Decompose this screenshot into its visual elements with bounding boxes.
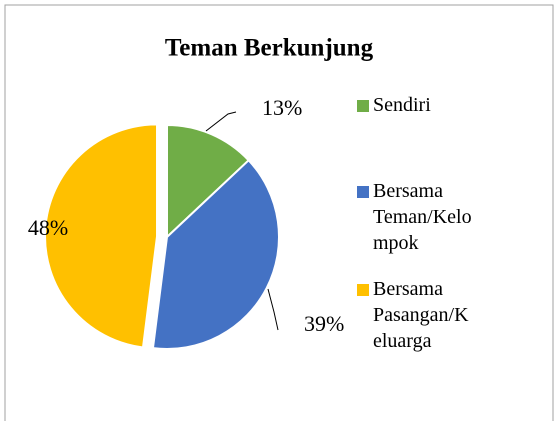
pie-slice bbox=[44, 123, 159, 349]
legend-label: Bersama Teman/Kelo mpok bbox=[373, 180, 472, 254]
legend-label: Bersama Pasangan/K eluarga bbox=[373, 278, 469, 352]
data-label: 48% bbox=[28, 215, 68, 240]
legend-swatch bbox=[357, 186, 369, 198]
pie-slice bbox=[166, 123, 251, 240]
data-label: 13% bbox=[262, 95, 302, 120]
chart-title: Teman Berkunjung bbox=[165, 35, 374, 62]
legend-label-line: Sendiri bbox=[373, 94, 431, 116]
data-label: 39% bbox=[304, 311, 344, 336]
chart-border bbox=[4, 4, 554, 421]
legend-label-line: Teman/Kelo bbox=[373, 206, 472, 228]
legend-swatch bbox=[357, 100, 369, 112]
legend-label-line: Pasangan/K bbox=[373, 304, 469, 326]
legend-label-line: Bersama bbox=[373, 180, 443, 202]
leader-line bbox=[205, 111, 237, 132]
legend-label-line: Bersama bbox=[373, 278, 443, 300]
legend-label-line: mpok bbox=[373, 232, 419, 254]
legend-label: Sendiri bbox=[373, 94, 431, 116]
legend-label-line: eluarga bbox=[373, 330, 432, 352]
leader-line bbox=[267, 288, 279, 331]
legend-swatch bbox=[357, 284, 369, 296]
pie-slice bbox=[151, 158, 280, 350]
